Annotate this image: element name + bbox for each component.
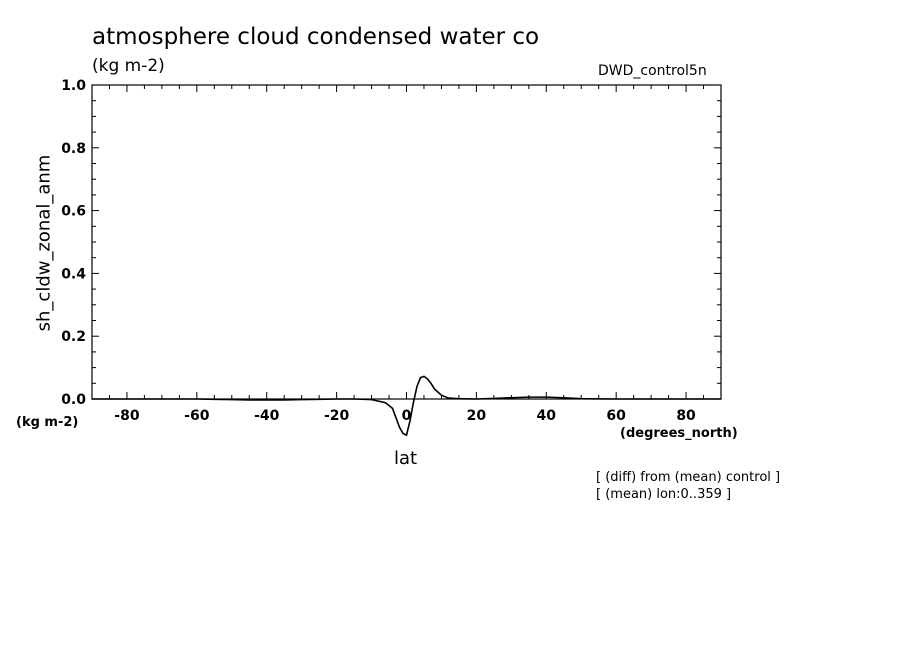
x-tick-label: -40 — [254, 408, 280, 424]
note-diff: [ (diff) from (mean) control ] — [596, 470, 781, 485]
x-tick-label: 20 — [467, 408, 487, 424]
x-axis-label: lat — [394, 448, 418, 469]
chart-units: (kg m-2) — [92, 56, 165, 76]
y-tick-label: 0.0 — [61, 392, 86, 408]
x-tick-label: -80 — [114, 408, 140, 424]
note-mean: [ (mean) lon:0..359 ] — [596, 487, 732, 502]
x-tick-label: 60 — [606, 408, 626, 424]
tick-labels: -80 -60 -40 -20 0 20 40 60 80 0.0 0.2 0.4 0.6 0.8 1.0 — [61, 78, 696, 424]
x-tick-label: 0 — [402, 408, 412, 424]
y-axis-units: (kg m-2) — [16, 415, 79, 430]
y-tick-label: 0.8 — [61, 141, 86, 157]
y-tick-label: 1.0 — [61, 78, 86, 94]
x-axis-units: (degrees_north) — [620, 426, 738, 441]
x-tick-label: -20 — [324, 408, 350, 424]
y-tick-label: 0.2 — [61, 329, 86, 345]
chart-title: atmosphere cloud condensed water co — [92, 24, 540, 50]
axis-ticks — [91, 84, 722, 400]
y-tick-label: 0.6 — [61, 204, 86, 220]
series-line — [92, 375, 721, 437]
dataset-label: DWD_control5n — [598, 63, 707, 79]
x-tick-label: -60 — [184, 408, 210, 424]
x-tick-label: 40 — [537, 408, 557, 424]
y-tick-label: 0.4 — [61, 266, 86, 282]
x-tick-label: 80 — [676, 408, 696, 424]
plot-frame — [91, 84, 722, 400]
